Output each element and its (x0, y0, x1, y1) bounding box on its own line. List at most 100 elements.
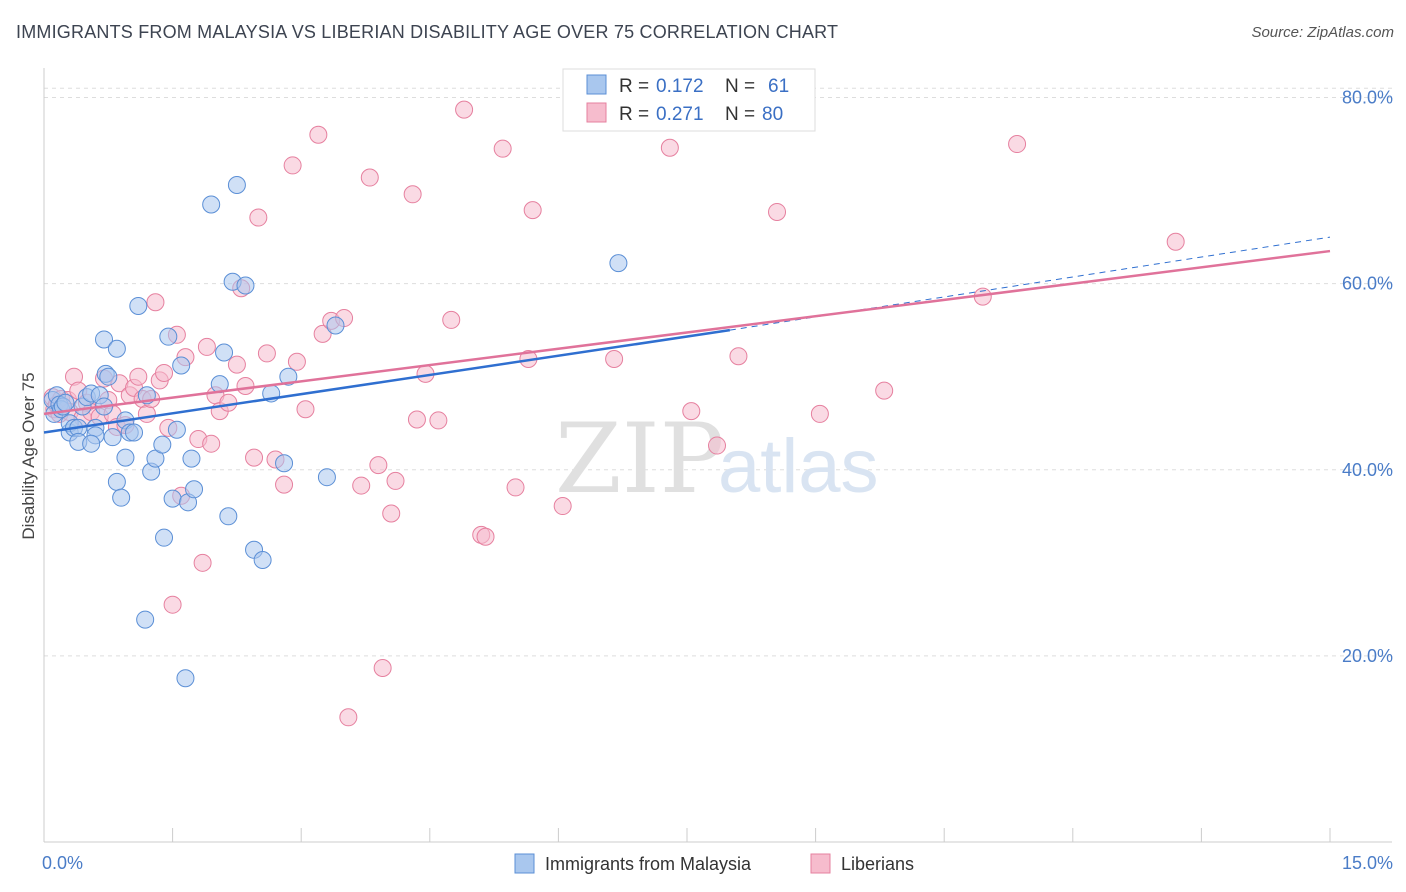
liberia-point (407, 410, 426, 429)
axis-layer: 20.0% 40.0% 60.0% 80.0% 0.0% 15.0% (42, 68, 1393, 873)
malaysia-point (153, 435, 172, 454)
malaysia-point (326, 316, 345, 335)
y-tick-label: 80.0% (1342, 88, 1393, 108)
chart-title: IMMIGRANTS FROM MALAYSIA VS LIBERIAN DIS… (16, 22, 839, 42)
malaysia-point (159, 327, 178, 346)
liberia-point (163, 595, 182, 614)
malaysia-point (56, 393, 75, 412)
malaysia-point (107, 472, 126, 491)
malaysia-point (253, 551, 272, 570)
y-tick-label: 40.0% (1342, 460, 1393, 480)
liberia-point (1008, 135, 1027, 154)
malaysia-point (125, 423, 144, 442)
liberia-point (202, 434, 221, 453)
liberia-point (245, 448, 264, 467)
legend-n-value-liberia: 80 (762, 104, 783, 125)
malaysia-point (176, 669, 195, 688)
liberia-point (193, 553, 212, 572)
legend-swatch-liberia (586, 102, 607, 123)
liberia-point (875, 381, 894, 400)
malaysia-point (107, 339, 126, 358)
malaysia-point (185, 480, 204, 499)
liberia-point (275, 475, 294, 494)
bottom-legend-swatch-liberia (810, 853, 831, 874)
legend-swatch-malaysia (586, 74, 607, 95)
liberia-point (227, 355, 246, 374)
watermark: ZIP atlas (555, 403, 879, 515)
liberia-point (455, 100, 474, 119)
liberia-point (146, 293, 165, 312)
liberia-point (1166, 232, 1185, 251)
liberia-point (708, 436, 727, 455)
liberia-point (219, 393, 238, 412)
malaysia-point (227, 175, 246, 194)
malaysia-point (236, 276, 255, 295)
malaysia-point (82, 434, 101, 453)
y-tick-label: 60.0% (1342, 274, 1393, 294)
liberia-point (442, 310, 461, 329)
liberia-point (155, 363, 174, 382)
liberia-point (523, 201, 542, 220)
liberia-point (386, 471, 405, 490)
malaysia-point (317, 468, 336, 487)
malaysia-point (275, 454, 294, 473)
liberia-point (810, 404, 829, 423)
liberia-point (660, 138, 679, 157)
legend-r-value-malaysia: 0.172 (656, 76, 704, 97)
malaysia-point (219, 507, 238, 526)
legend-r-value-liberia: 0.271 (656, 104, 704, 125)
malaysia-point (279, 367, 298, 386)
bottom-legend-label-liberia: Liberians (841, 854, 914, 874)
liberia-point (129, 367, 148, 386)
malaysia-point (112, 488, 131, 507)
malaysia-point (103, 428, 122, 447)
malaysia-point (129, 296, 148, 315)
trend-layer (43, 236, 1331, 434)
malaysia-point (155, 528, 174, 547)
liberia-point (287, 352, 306, 371)
malaysia-point (182, 449, 201, 468)
legend-n-value-malaysia: 61 (768, 76, 789, 97)
malaysia-point (116, 448, 135, 467)
y-tick-label: 20.0% (1342, 646, 1393, 666)
bottom-legend-label-malaysia: Immigrants from Malaysia (545, 854, 752, 874)
malaysia-point (163, 489, 182, 508)
watermark-zip: ZIP (555, 403, 724, 515)
liberia-point (369, 456, 388, 475)
liberia-point (197, 337, 216, 356)
bottom-legend-swatch-malaysia (514, 853, 535, 874)
liberia-point (605, 350, 624, 369)
liberia-point (729, 347, 748, 366)
liberia-point (296, 400, 315, 419)
malaysia-point (609, 254, 628, 273)
watermark-atlas: atlas (718, 424, 879, 509)
legend-n-label-liberia: N = (725, 104, 755, 125)
liberia-point (682, 402, 701, 421)
liberia-point (506, 478, 525, 497)
liberia-point (429, 411, 448, 430)
legend-r-label-liberia: R = (619, 104, 649, 125)
liberia-point (313, 324, 332, 343)
liberia-point (493, 139, 512, 158)
liberia-point (373, 658, 392, 677)
liberia-point (257, 344, 276, 363)
grid-layer (44, 87, 1392, 657)
liberia-point (339, 708, 358, 727)
liberia-point (249, 208, 268, 227)
malaysia-trend-line (43, 328, 731, 434)
malaysia-point (99, 367, 118, 386)
malaysia-point (95, 330, 114, 349)
malaysia-point (215, 343, 234, 362)
malaysia-point (202, 195, 221, 214)
liberia-point (768, 202, 787, 221)
liberia-point (352, 476, 371, 495)
malaysia-point (136, 610, 155, 629)
liberia-point (553, 497, 572, 516)
x-tick-label-max: 15.0% (1342, 853, 1393, 873)
liberia-point (236, 376, 255, 395)
liberia-trend-line (43, 249, 1331, 416)
liberia-point (403, 185, 422, 204)
points-layer (43, 100, 1185, 727)
top-legend: R = 0.172 N = 61 R = 0.271 N = 80 (562, 68, 816, 132)
